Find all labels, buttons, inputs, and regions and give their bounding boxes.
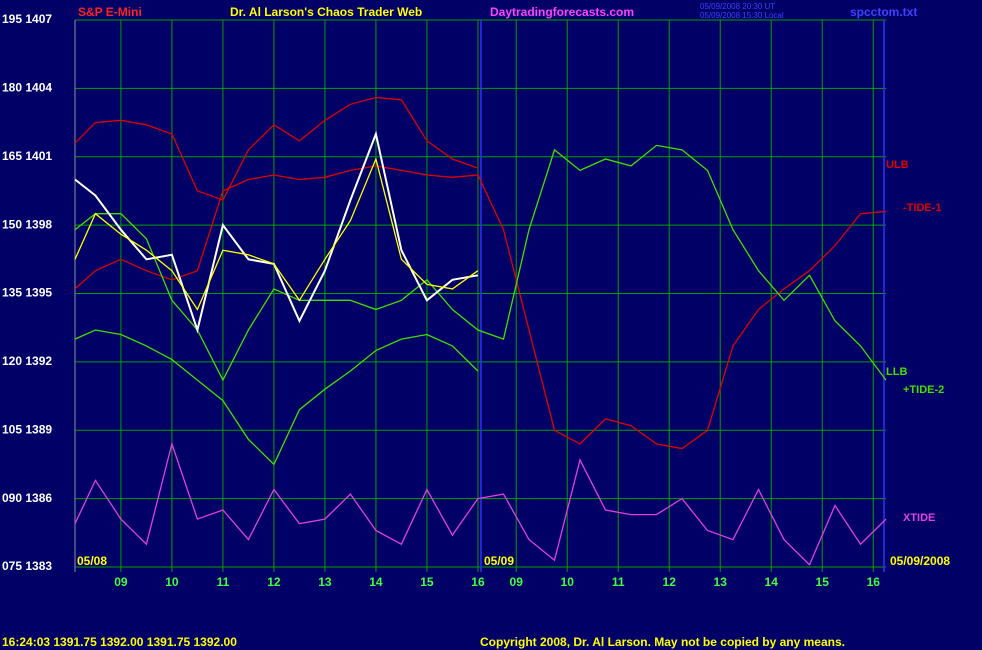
series-line <box>74 156 479 311</box>
symbol: S&P E-Mini <box>78 5 142 19</box>
x-tick-label: 14 <box>369 575 383 589</box>
y-tick-label: 180 1404 <box>2 81 52 95</box>
quote: 16:24:03 1391.75 1392.00 1391.75 1392.00 <box>2 635 237 649</box>
x-tick-label: 15 <box>420 575 434 589</box>
x-tick-label: 13 <box>318 575 332 589</box>
date-label: 05/09 <box>484 554 514 568</box>
series-line <box>74 165 887 450</box>
x-tick-label: 12 <box>267 575 281 589</box>
timestamp: 05/09/2008 20:30 UT <box>700 2 775 11</box>
date-label: 05/09/2008 <box>890 554 950 568</box>
y-tick-label: 105 1389 <box>2 422 52 436</box>
series-line <box>74 144 887 382</box>
series-line <box>74 441 887 566</box>
y-tick-label: 090 1386 <box>2 491 52 505</box>
series-label: ULB <box>886 159 909 171</box>
x-tick-label: 16 <box>867 575 881 589</box>
x-tick-label: 11 <box>217 575 230 589</box>
x-tick-label: 10 <box>165 575 179 589</box>
x-tick-label: 12 <box>663 575 677 589</box>
x-tick-label: 13 <box>714 575 728 589</box>
y-tick-label: 120 1392 <box>2 354 52 368</box>
series-line <box>74 329 479 466</box>
series-line <box>74 96 479 201</box>
y-tick-label: 195 1407 <box>2 12 52 26</box>
filename: spcctom.txt <box>850 5 917 19</box>
y-tick-label: 135 1395 <box>2 286 52 300</box>
y-tick-label: 075 1383 <box>2 559 52 573</box>
series-label: +TIDE-2 <box>903 384 944 396</box>
x-tick-label: 09 <box>114 575 128 589</box>
series-label: XTIDE <box>903 512 935 524</box>
x-tick-label: 15 <box>816 575 830 589</box>
series-label: LLB <box>886 366 907 378</box>
y-tick-label: 150 1398 <box>2 217 52 231</box>
website: Daytradingforecasts.com <box>490 5 634 19</box>
x-tick-label: 16 <box>471 575 485 589</box>
x-tick-label: 10 <box>561 575 575 589</box>
timestamp: 05/09/2008 15:30 Local <box>700 11 784 20</box>
date-label: 05/08 <box>77 554 107 568</box>
chart-title: Dr. Al Larson's Chaos Trader Web <box>230 5 422 19</box>
copyright: Copyright 2008, Dr. Al Larson. May not b… <box>480 635 845 649</box>
x-tick-label: 14 <box>765 575 779 589</box>
x-tick-label: 11 <box>612 575 625 589</box>
series-label: -TIDE-1 <box>903 202 942 214</box>
y-tick-label: 165 1401 <box>2 149 52 163</box>
x-tick-label: 09 <box>510 575 524 589</box>
